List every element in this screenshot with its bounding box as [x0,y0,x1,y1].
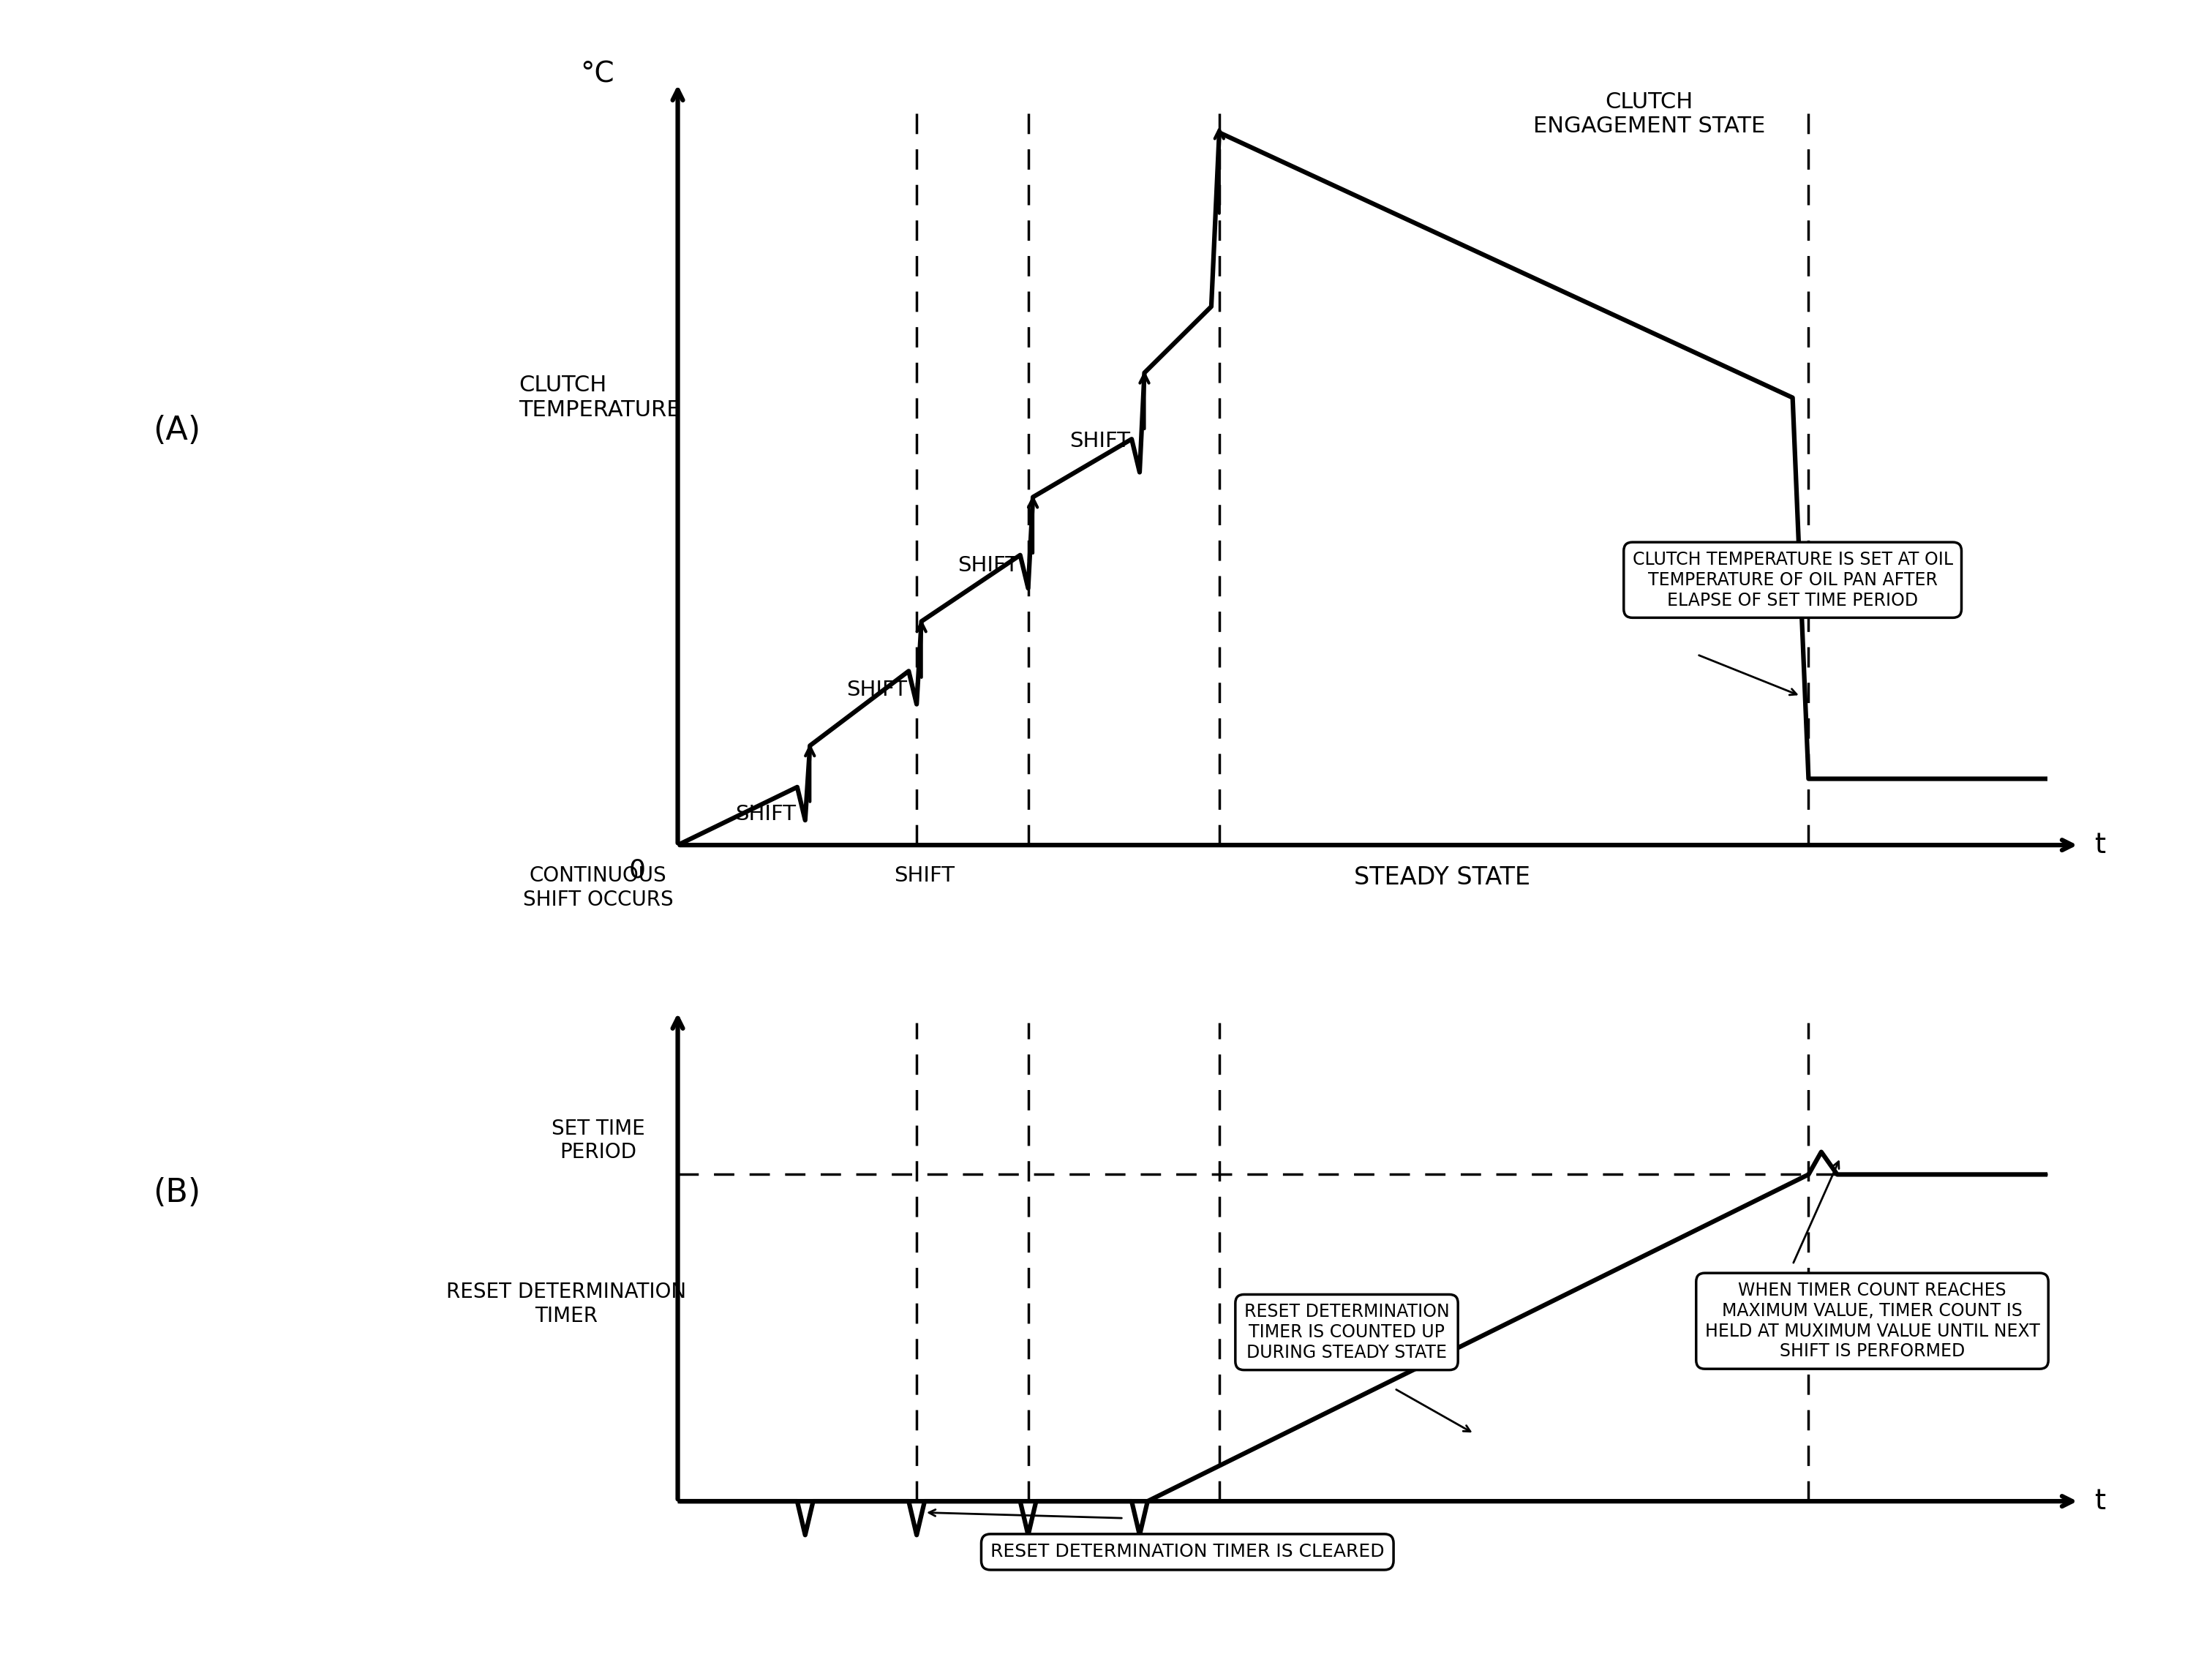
Text: °C: °C [580,61,615,88]
Text: SHIFT: SHIFT [847,679,907,699]
Text: SHIFT: SHIFT [1068,431,1130,451]
Text: RESET DETERMINATION
TIMER: RESET DETERMINATION TIMER [447,1283,686,1326]
Text: t: t [2095,832,2106,858]
Text: RESET DETERMINATION
TIMER IS COUNTED UP
DURING STEADY STATE: RESET DETERMINATION TIMER IS COUNTED UP … [1243,1302,1449,1362]
Text: RESET DETERMINATION TIMER IS CLEARED: RESET DETERMINATION TIMER IS CLEARED [991,1543,1385,1561]
Text: CLUTCH TEMPERATURE IS SET AT OIL
TEMPERATURE OF OIL PAN AFTER
ELAPSE OF SET TIME: CLUTCH TEMPERATURE IS SET AT OIL TEMPERA… [1632,550,1953,610]
Text: CLUTCH
TEMPERATURE: CLUTCH TEMPERATURE [518,374,681,421]
Text: t: t [2095,1488,2106,1514]
Text: SET TIME
PERIOD: SET TIME PERIOD [551,1118,646,1163]
Text: SHIFT: SHIFT [734,804,796,824]
Text: WHEN TIMER COUNT REACHES
MAXIMUM VALUE, TIMER COUNT IS
HELD AT MUXIMUM VALUE UNT: WHEN TIMER COUNT REACHES MAXIMUM VALUE, … [1705,1281,2039,1360]
Text: SHIFT: SHIFT [958,555,1020,575]
Text: (B): (B) [153,1178,201,1208]
Text: STEADY STATE: STEADY STATE [1354,865,1531,890]
Text: CONTINUOUS
SHIFT OCCURS: CONTINUOUS SHIFT OCCURS [522,865,672,910]
Text: SHIFT: SHIFT [894,865,956,886]
Text: (A): (A) [153,416,201,446]
Text: 0: 0 [628,857,646,883]
Text: CLUTCH
ENGAGEMENT STATE: CLUTCH ENGAGEMENT STATE [1533,91,1765,138]
